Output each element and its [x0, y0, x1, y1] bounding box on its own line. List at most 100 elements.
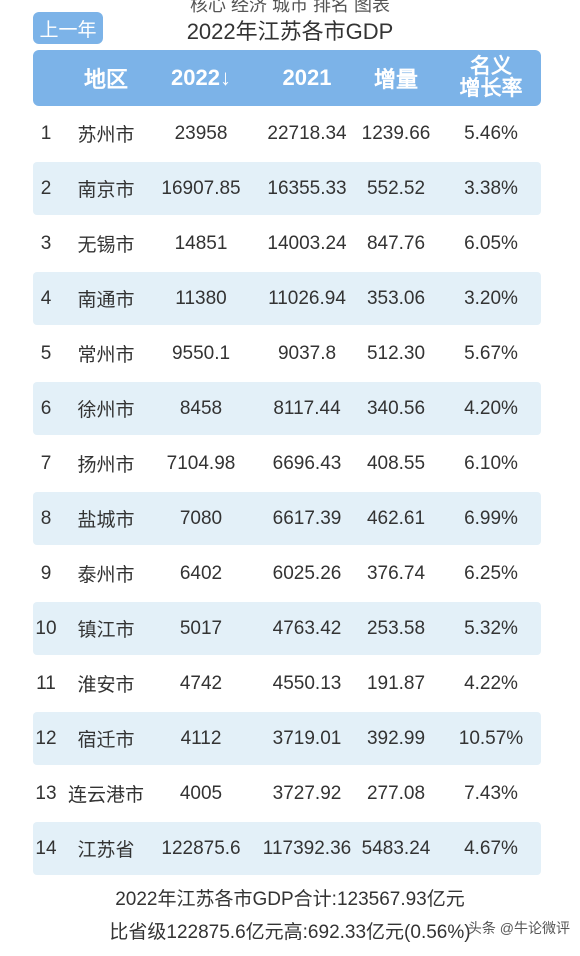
row-gdp-2022: 4742 [179, 672, 223, 694]
table-row[interactable]: 5 常州市 9550.1 9037.8 512.30 5.67% [33, 327, 541, 380]
row-gdp-2022: 9550.1 [171, 342, 231, 364]
row-growth-rate: 4.22% [464, 672, 518, 694]
col-header-growth-rate[interactable]: 名义 增长率 [441, 50, 541, 106]
table-row[interactable]: 8 盐城市 7080 6617.39 462.61 6.99% [33, 492, 541, 545]
row-growth-rate: 6.99% [464, 507, 518, 529]
footer-comparison: 比省级122875.6亿元高:692.33亿元(0.56%) [109, 922, 471, 943]
table-header: 地区 2022↓ 2021 增量 名义 增长率 [33, 50, 541, 106]
row-index: 8 [40, 507, 52, 529]
row-gdp-2022: 8458 [179, 397, 223, 419]
table-row[interactable]: 9 泰州市 6402 6025.26 376.74 6.25% [33, 547, 541, 600]
row-index: 12 [35, 727, 57, 749]
row-gdp-2022: 11380 [175, 287, 227, 309]
row-index: 14 [35, 837, 57, 859]
table-row[interactable]: 2 南京市 16907.85 16355.33 552.52 3.38% [33, 162, 541, 215]
row-growth-rate: 5.67% [464, 342, 518, 364]
row-index: 4 [40, 287, 52, 309]
row-growth-rate: 5.46% [464, 122, 518, 144]
row-increase: 340.56 [366, 397, 426, 419]
row-increase: 376.74 [366, 562, 426, 584]
col-header-growth-rate-line2: 增长率 [459, 77, 523, 100]
row-gdp-2022: 16907.85 [161, 177, 241, 199]
table-row[interactable]: 10 镇江市 5017 4763.42 253.58 5.32% [33, 602, 541, 655]
row-gdp-2022: 4112 [180, 727, 222, 749]
row-growth-rate: 6.05% [464, 232, 518, 254]
row-gdp-2021: 6025.26 [272, 562, 342, 584]
row-index: 13 [35, 782, 57, 804]
row-increase: 5483.24 [361, 837, 431, 859]
row-index: 10 [35, 617, 57, 639]
row-region: 镇江市 [77, 620, 135, 641]
row-increase: 353.06 [366, 287, 426, 309]
row-growth-rate: 6.10% [464, 452, 518, 474]
top-bar: 上一年 2022年江苏各市GDP [0, 10, 580, 46]
row-increase: 408.55 [366, 452, 426, 474]
row-region: 南京市 [77, 180, 135, 201]
row-index: 6 [40, 397, 52, 419]
row-gdp-2022: 23958 [174, 122, 228, 144]
table-row[interactable]: 6 徐州市 8458 8117.44 340.56 4.20% [33, 382, 541, 435]
table-row[interactable]: 7 扬州市 7104.98 6696.43 408.55 6.10% [33, 437, 541, 490]
row-gdp-2022: 7080 [179, 507, 223, 529]
row-increase: 462.61 [366, 507, 426, 529]
row-index: 9 [40, 562, 52, 584]
row-region: 泰州市 [77, 565, 135, 586]
table-row[interactable]: 4 南通市 11380 11026.94 353.06 3.20% [33, 272, 541, 325]
row-index: 5 [40, 342, 52, 364]
row-gdp-2021: 8117.44 [273, 397, 341, 419]
row-gdp-2021: 117392.36 [262, 837, 352, 859]
row-gdp-2022: 14851 [174, 232, 228, 254]
row-region: 盐城市 [77, 510, 135, 531]
row-increase: 512.30 [366, 342, 426, 364]
row-increase: 552.52 [366, 177, 426, 199]
row-gdp-2021: 22718.34 [267, 122, 347, 144]
row-growth-rate: 4.67% [464, 837, 518, 859]
row-gdp-2022: 6402 [179, 562, 223, 584]
row-increase: 1239.66 [361, 122, 431, 144]
row-growth-rate: 3.38% [464, 177, 518, 199]
col-header-2022[interactable]: 2022↓ [171, 65, 231, 90]
row-gdp-2021: 6696.43 [272, 452, 342, 474]
row-region: 扬州市 [77, 455, 135, 476]
watermark-text: 头条 @牛论微评 [467, 920, 570, 936]
row-region: 宿迁市 [77, 730, 135, 751]
row-growth-rate: 3.20% [464, 287, 518, 309]
row-gdp-2021: 3727.92 [272, 782, 342, 804]
row-gdp-2021: 6617.39 [272, 507, 342, 529]
row-region: 连云港市 [67, 785, 144, 806]
row-increase: 392.99 [366, 727, 426, 749]
row-region: 常州市 [77, 345, 135, 366]
row-growth-rate: 4.20% [464, 397, 518, 419]
row-growth-rate: 10.57% [458, 727, 524, 749]
row-region: 徐州市 [77, 400, 135, 421]
row-increase: 847.76 [366, 232, 426, 254]
row-gdp-2021: 4763.42 [272, 617, 342, 639]
row-region: 无锡市 [77, 235, 135, 256]
row-gdp-2022: 7104.98 [166, 452, 236, 474]
row-region: 江苏省 [77, 840, 135, 861]
table-row[interactable]: 3 无锡市 14851 14003.24 847.76 6.05% [33, 217, 541, 270]
partial-top-text: 核心 经济 城市 排名 图表 [189, 0, 390, 15]
prev-year-button[interactable]: 上一年 [33, 12, 103, 44]
col-header-growth-rate-line1: 名义 [470, 55, 512, 78]
row-gdp-2022: 122875.6 [161, 837, 241, 859]
row-gdp-2021: 14003.24 [267, 232, 347, 254]
row-growth-rate: 6.25% [464, 562, 518, 584]
table-row[interactable]: 11 淮安市 4742 4550.13 191.87 4.22% [33, 657, 541, 710]
row-index: 1 [40, 122, 52, 144]
row-index: 11 [36, 672, 56, 694]
table-row[interactable]: 14 江苏省 122875.6 117392.36 5483.24 4.67% [33, 822, 541, 875]
row-index: 7 [40, 452, 52, 474]
row-gdp-2022: 4005 [179, 782, 223, 804]
table-row[interactable]: 1 苏州市 23958 22718.34 1239.66 5.46% [33, 107, 541, 160]
row-growth-rate: 7.43% [464, 782, 518, 804]
row-gdp-2021: 16355.33 [267, 177, 347, 199]
col-header-region[interactable]: 地区 [83, 67, 128, 92]
col-header-increase[interactable]: 增量 [373, 67, 418, 92]
row-region: 苏州市 [77, 125, 135, 146]
row-region: 淮安市 [77, 675, 135, 696]
col-header-2021[interactable]: 2021 [282, 65, 332, 90]
table-row[interactable]: 13 连云港市 4005 3727.92 277.08 7.43% [33, 767, 541, 820]
row-increase: 253.58 [366, 617, 426, 639]
table-row[interactable]: 12 宿迁市 4112 3719.01 392.99 10.57% [33, 712, 541, 765]
